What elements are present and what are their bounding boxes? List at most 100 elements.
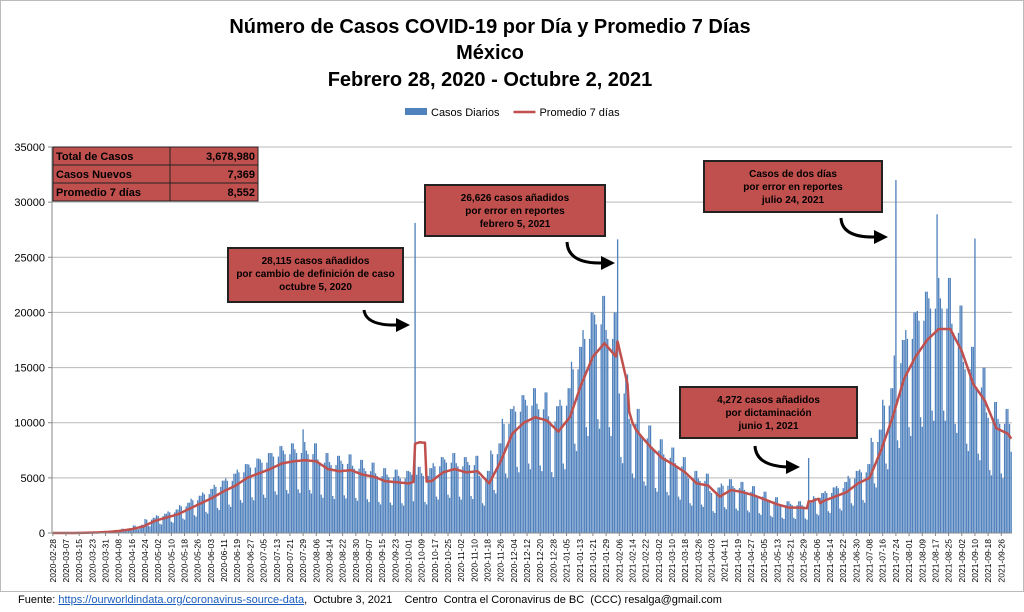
bar (570, 361, 573, 533)
bar (610, 435, 612, 533)
x-tick-label: 2021-02-14 (627, 539, 637, 583)
bar (534, 388, 536, 533)
bar (295, 452, 298, 533)
bar (302, 429, 304, 533)
bar (654, 488, 657, 533)
bar (638, 408, 640, 533)
bar (807, 458, 810, 533)
stats-value: 7,369 (227, 169, 255, 181)
x-tick-label: 2020-10-09 (417, 539, 427, 583)
bar (669, 457, 671, 533)
bar (763, 491, 765, 533)
bar (951, 323, 953, 533)
bar (197, 500, 199, 533)
x-tick-label: 2021-03-02 (654, 539, 664, 583)
bar (962, 361, 965, 533)
bar (290, 443, 293, 533)
x-tick-label: 2020-10-25 (443, 539, 453, 583)
bar (473, 465, 476, 533)
bar (294, 449, 296, 533)
bar (383, 468, 385, 533)
bar (386, 474, 388, 533)
bar (183, 519, 186, 533)
bar (750, 491, 752, 533)
bar (417, 466, 420, 533)
bar (837, 488, 839, 533)
bar (957, 332, 960, 533)
bar (809, 502, 811, 533)
bar (514, 411, 517, 533)
annotations: 28,115 casos añadidos por cambio de defin… (227, 160, 883, 439)
bar (966, 443, 968, 533)
x-tick-label: 2021-02-06 (614, 539, 624, 583)
bar (677, 496, 680, 533)
bar (281, 446, 283, 533)
bar (740, 481, 742, 533)
bar (365, 471, 367, 533)
bar (137, 529, 140, 533)
bar (860, 472, 862, 533)
bar (289, 454, 291, 533)
stats-label: Promedio 7 días (56, 187, 141, 199)
source-prefix: Fuente: (18, 594, 56, 606)
bar (929, 308, 932, 533)
bar (216, 507, 219, 533)
bar (424, 501, 426, 533)
x-tick-label: 2020-08-06 (311, 539, 321, 583)
bar (259, 459, 261, 533)
bar (613, 312, 615, 533)
bar (577, 369, 579, 533)
x-tick-label: 2021-04-19 (733, 539, 743, 583)
bar (845, 481, 848, 533)
bar (569, 388, 571, 533)
bar (679, 499, 681, 533)
bar (597, 419, 599, 533)
bar (970, 346, 973, 533)
bar (720, 483, 723, 533)
bar (712, 511, 714, 533)
bar (343, 495, 345, 533)
bar (635, 423, 637, 533)
bar (593, 314, 596, 533)
bar (812, 496, 815, 533)
bar (661, 439, 663, 533)
bar (249, 467, 252, 533)
bar (956, 432, 958, 533)
bar (822, 492, 825, 533)
bar (995, 401, 998, 533)
bar (658, 450, 660, 533)
bar (867, 464, 869, 533)
arrow-heads (396, 230, 888, 474)
bar (149, 526, 151, 533)
bar (605, 330, 607, 533)
bar (230, 506, 232, 533)
bar (142, 524, 145, 533)
stats-cell (169, 182, 259, 202)
bar (803, 506, 805, 533)
bar (546, 392, 548, 533)
x-tick-label: 2021-06-14 (825, 539, 835, 583)
x-tick-label: 2021-06-22 (838, 539, 848, 583)
bar (796, 505, 798, 533)
bar (1010, 451, 1012, 533)
bar (282, 450, 285, 533)
bar (849, 478, 851, 533)
x-tick-label: 2020-10-01 (404, 539, 414, 583)
bar (758, 513, 760, 533)
x-tick-label: 2021-05-05 (759, 539, 769, 583)
bar (169, 512, 171, 533)
bar (328, 461, 331, 533)
bar (987, 417, 989, 533)
bar (266, 462, 268, 533)
bar (503, 423, 505, 533)
bar (753, 486, 755, 533)
source-link[interactable]: https://ourworldindata.org/coronavirus-s… (58, 594, 305, 606)
bar (765, 491, 767, 533)
x-tick-label: 2020-04-08 (114, 539, 124, 583)
bar (299, 492, 301, 533)
bar (411, 474, 413, 533)
arrow-head (601, 256, 615, 270)
bar (735, 508, 737, 533)
bar (901, 340, 904, 533)
bar (918, 320, 920, 533)
